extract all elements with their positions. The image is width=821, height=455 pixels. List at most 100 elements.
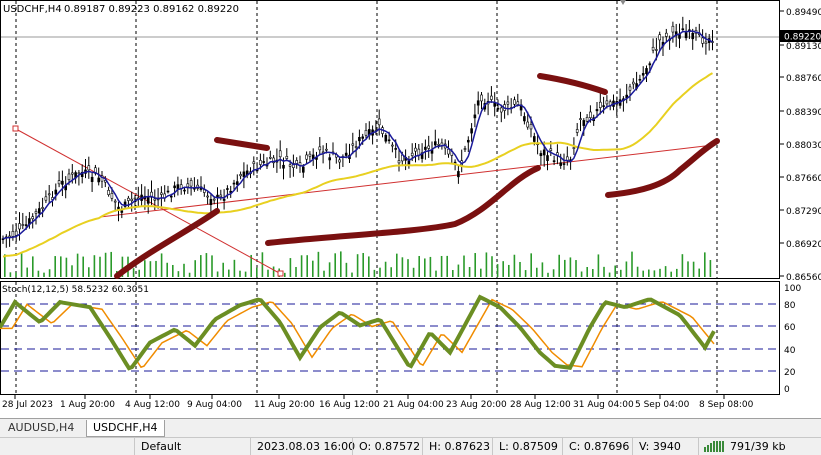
candle-body [127,197,130,201]
tab-audusd[interactable]: AUDUSD,H4 [8,421,75,434]
heavy-line-segment [214,137,270,151]
candle-body [466,139,470,143]
tab-usdchf[interactable]: USDCHF,H4 [86,420,165,437]
volume-bar [82,256,84,277]
candle-body [648,63,652,66]
volume-bar [20,252,23,277]
candle-body [24,224,28,226]
candle-body [562,163,566,165]
volume-bar [502,261,504,277]
volume-bar [188,272,191,277]
volume-bar [222,262,224,277]
candle-body [351,143,355,146]
candle-body [546,155,549,161]
volume-bar [384,261,387,277]
volume-bar [480,268,482,277]
candle-body [552,160,556,162]
volume-bar [379,267,381,277]
candle-body [288,164,292,167]
candle-body [387,139,391,142]
candle-body [272,157,275,164]
candle-body [499,107,503,113]
shift-marker-icon[interactable] [620,0,626,5]
candle-body [107,190,110,195]
status-traffic[interactable]: 791/39 kb [698,438,821,455]
candle-body [41,207,44,209]
volume-bar [233,259,236,277]
heavy-line-segment [537,73,608,95]
candle-body [377,118,381,126]
volume-bar [524,270,527,277]
volume-bar [144,260,146,277]
price-label: 0.88760 [786,74,821,84]
volume-bar [368,256,370,277]
candle-body [575,129,579,133]
time-label: 31 Aug 04:00 [573,400,634,410]
volume-bar [155,260,157,277]
volume-bar [261,252,264,277]
status-profile[interactable]: Default [134,438,251,455]
candle-body [397,160,401,164]
volume-bar [110,251,112,277]
volume-bar [121,256,124,277]
candle-body [325,148,328,151]
candle-body [239,174,242,177]
volume-bar [446,255,448,277]
volume-bar [48,269,51,277]
volume-bar [295,266,297,277]
candle-body [54,189,58,195]
candle-body [295,160,299,164]
candle-body [120,210,124,213]
candle-body [384,134,388,142]
candle-body [516,101,520,105]
candle-body [701,37,704,44]
volume-bar [267,269,269,277]
candle-body [328,157,332,161]
volume-bar [496,264,499,277]
status-close: C: 0.87696 [562,438,635,455]
candle-body [318,146,322,151]
price-label: 0.86560 [786,273,821,283]
candle-body [602,105,605,107]
volume-bar [104,252,107,277]
connection-bars-icon [704,441,726,452]
candle-body [414,147,417,152]
candle-body [110,193,114,199]
price-chart[interactable]: USDCHF,H4 0.89187 0.89223 0.89162 0.8922… [0,0,821,420]
time-label: 16 Aug 12:00 [319,400,380,410]
candle-body [146,197,150,204]
volume-bar [530,253,532,277]
volume-bar [216,271,219,277]
candle-body [21,224,25,226]
candle-body [480,94,483,102]
candle-body [542,149,546,156]
stochastic-main-line [0,294,716,371]
candle-body [437,144,440,146]
candle-body [183,189,186,192]
candle-body [433,141,437,146]
volume-bar [88,267,90,277]
candle-body [133,197,137,200]
candle-body [598,101,602,108]
time-label: 23 Aug 20:00 [446,400,507,410]
candle-body [513,99,516,105]
candle-body [57,180,61,185]
volume-bar [396,253,398,277]
candle-body [457,171,460,178]
current-price: 0.89220 [784,33,821,43]
candle-body [189,180,193,187]
volume-bar [603,266,605,277]
stochastic-signal-line [0,298,715,369]
volume-bar [642,270,644,277]
candle-body [631,81,635,85]
traffic-label: 791/39 kb [730,440,786,453]
volume-bar [71,265,73,277]
candle-body [671,25,675,33]
candle-body [113,200,117,203]
volume-bar [614,265,616,277]
candle-body [638,78,642,81]
volume-bar [653,270,656,277]
candle-body [496,107,500,110]
candle-body [391,144,394,147]
volume-bar [586,267,588,277]
